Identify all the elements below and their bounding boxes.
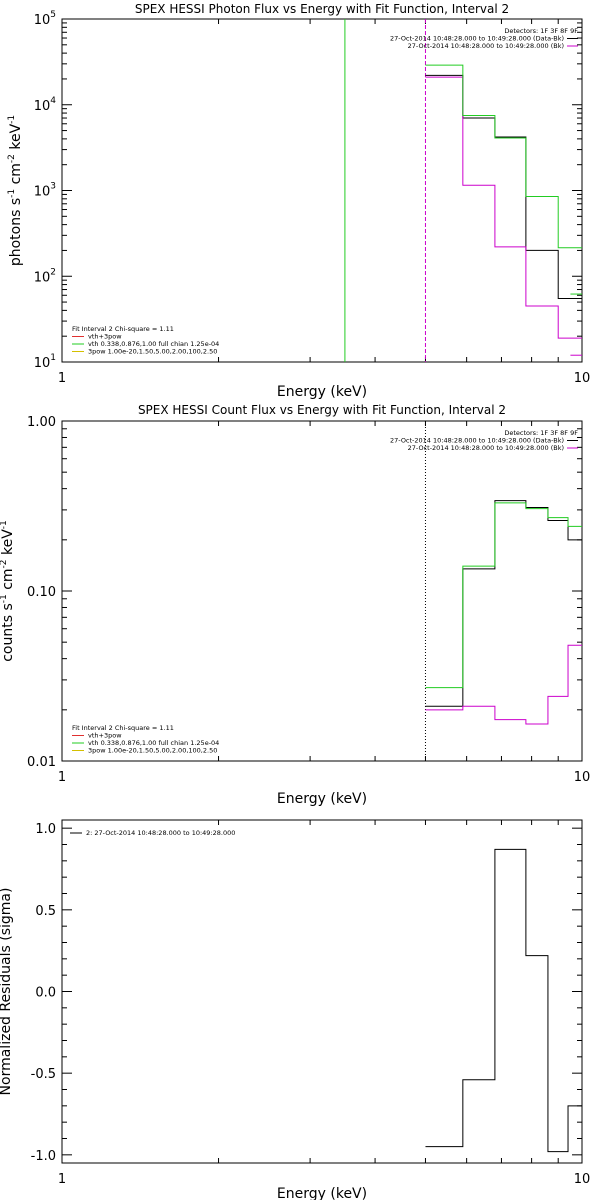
- plot-frame: [61, 18, 583, 363]
- y-tick-label: 1.00: [27, 415, 56, 430]
- legend-entry: vth+3pow: [88, 732, 122, 740]
- y-tick-label: 1.0: [35, 822, 56, 837]
- plot-frame: [61, 819, 583, 1164]
- legend-entry: 27-Oct-2014 10:48:28.000 to 10:49:28.000…: [408, 42, 564, 50]
- y-tick-label: -1.0: [31, 1149, 56, 1164]
- y-tick-label: 0.01: [27, 755, 56, 770]
- legend-entry: 3pow 1.00e-20,1.50,5.00,2.00,100,2.50: [88, 747, 217, 755]
- legend-entry: 27-Oct-2014 10:48:28.000 to 10:49:28.000…: [390, 35, 564, 43]
- y-tick-label: -0.5: [31, 1067, 56, 1082]
- legend-entry: vth+3pow: [88, 333, 122, 341]
- x-axis-label: Energy (keV): [277, 1186, 367, 1200]
- y-axis-label: Normalized Residuals (sigma): [0, 888, 14, 1096]
- x-tick-label: 10: [574, 1172, 591, 1187]
- plot-frame: [61, 420, 583, 762]
- chart-title: SPEX HESSI Count Flux vs Energy with Fit…: [138, 403, 506, 417]
- plot-area: [425, 848, 582, 1153]
- plot-area: [424, 421, 582, 761]
- x-tick-label: 1: [58, 371, 66, 386]
- legend-entry: vth 0.338,0.876,1.00 full chian 1.25e-04: [88, 739, 219, 747]
- legend-title: Fit Interval 2 Chi-square = 1.11: [72, 325, 174, 333]
- x-tick-label: 10: [574, 770, 591, 785]
- y-tick-label: 103: [34, 182, 56, 200]
- y-tick-label: 0.0: [35, 986, 56, 1001]
- series-line: [425, 502, 582, 689]
- plot-area: [344, 19, 582, 362]
- x-tick-label: 1: [58, 770, 66, 785]
- y-tick-label: 105: [34, 10, 56, 28]
- legend-title: Detectors: 1F 3F 8F 9F: [504, 429, 578, 437]
- x-axis-label: Energy (keV): [277, 384, 367, 400]
- series-line: [425, 848, 582, 1153]
- y-tick-label: 0.10: [27, 585, 56, 600]
- series-line: [425, 74, 582, 300]
- x-tick-label: 10: [574, 371, 591, 386]
- photon-flux-panel: SPEX HESSI Photon Flux vs Energy with Fi…: [7, 2, 590, 400]
- y-axis-label: photons s-1 cm-2 keV-1: [7, 115, 24, 266]
- chart-title: SPEX HESSI Photon Flux vs Energy with Fi…: [135, 2, 509, 16]
- legend-entry: 27-Oct-2014 10:48:28.000 to 10:49:28.000…: [408, 444, 564, 452]
- legend-entry: 27-Oct-2014 10:48:28.000 to 10:49:28.000…: [390, 437, 564, 445]
- y-tick-label: 101: [34, 353, 56, 371]
- x-axis-label: Energy (keV): [277, 791, 367, 807]
- legend-entry: 3pow 1.00e-20,1.50,5.00,2.00,100,2.50: [88, 348, 217, 356]
- series-line: [425, 76, 582, 339]
- count-flux-panel: SPEX HESSI Count Flux vs Energy with Fit…: [0, 403, 590, 807]
- residuals-panel: Energy (keV) Normalized Residuals (sigma)…: [0, 819, 591, 1200]
- series-line: [425, 644, 582, 725]
- y-tick-label: 102: [34, 267, 56, 285]
- y-tick-label: 0.5: [35, 904, 56, 919]
- legend-entry: vth 0.338,0.876,1.00 full chian 1.25e-04: [88, 340, 219, 348]
- legend-title: Fit Interval 2 Chi-square = 1.11: [72, 724, 174, 732]
- x-tick-label: 1: [58, 1172, 66, 1187]
- y-axis-label: counts s-1 cm-2 keV-1: [0, 520, 16, 662]
- series-line: [425, 500, 582, 707]
- y-tick-label: 104: [34, 96, 57, 114]
- legend-title: Detectors: 1F 3F 8F 9F: [504, 27, 578, 35]
- series-line: [425, 64, 582, 249]
- legend-entry: 2: 27-Oct-2014 10:48:28.000 to 10:49:28.…: [86, 829, 235, 837]
